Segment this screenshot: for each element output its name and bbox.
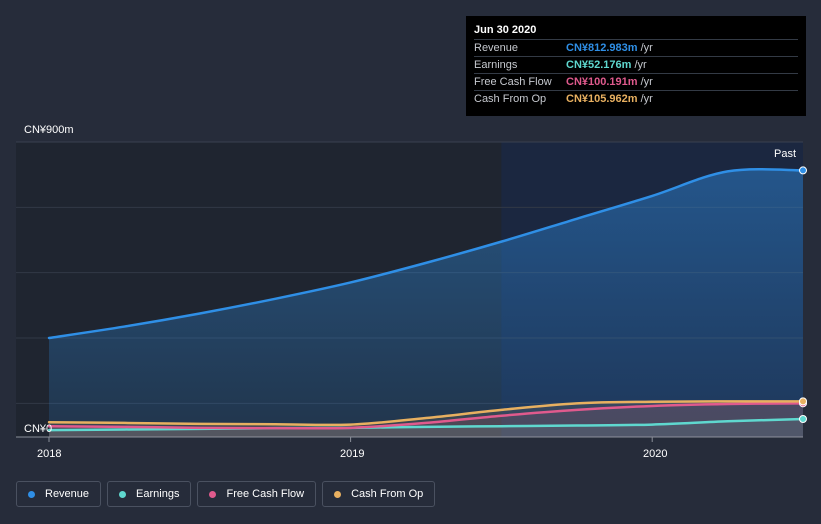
tooltip-value: CN¥812.983m (566, 42, 638, 54)
x-tick-2019: 2019 (340, 448, 365, 460)
legend-item-revenue[interactable]: Revenue (16, 481, 102, 507)
tooltip-row-cash-from-op: Cash From Op CN¥105.962m /yr (474, 90, 798, 107)
tooltip-label: Cash From Op (474, 93, 547, 105)
legend-label: Earnings (136, 488, 180, 500)
free-cash-flow-line (47, 402, 805, 430)
y-axis-min-label: CN¥0 (24, 423, 53, 435)
free-cash-flow-dot-icon (209, 490, 217, 498)
tooltip-label: Revenue (474, 42, 519, 54)
legend-label: Revenue (45, 488, 90, 500)
legend-label: Cash From Op (351, 488, 424, 500)
tooltip-value: CN¥52.176m (566, 59, 632, 71)
revenue-area (49, 169, 803, 437)
tooltip-label: Earnings (474, 59, 518, 71)
tooltip: Jun 30 2020 Revenue CN¥812.983m /yr Earn… (466, 16, 806, 116)
revenue-end-point (799, 166, 807, 175)
tooltip-value: CN¥105.962m (566, 93, 638, 105)
x-tick-2018: 2018 (37, 448, 62, 460)
tooltip-unit: /yr (640, 42, 653, 54)
tooltip-unit: /yr (640, 76, 653, 88)
legend-item-free-cash-flow[interactable]: Free Cash Flow (197, 481, 317, 507)
legend-label: Free Cash Flow (226, 488, 305, 500)
earnings-line (47, 417, 805, 432)
earnings-end-point (799, 415, 807, 424)
tooltip-unit: /yr (640, 93, 653, 105)
tooltip-row-earnings: Earnings CN¥52.176m /yr (474, 56, 798, 73)
past-label: Past (774, 148, 797, 160)
tooltip-row-free-cash-flow: Free Cash Flow CN¥100.191m /yr (474, 73, 798, 90)
legend-item-earnings[interactable]: Earnings (107, 481, 192, 507)
legend: Revenue Earnings Free Cash Flow Cash Fro… (16, 481, 436, 507)
revenue-dot-icon (28, 490, 35, 498)
tooltip-date: Jun 30 2020 (474, 24, 537, 36)
cash-from-op-end-point (799, 397, 807, 406)
revenue-line (47, 168, 805, 340)
tooltip-label: Free Cash Flow (474, 76, 552, 88)
earnings-dot-icon (119, 490, 127, 498)
cash-from-op-dot-icon (334, 490, 342, 498)
y-axis-max-label: CN¥900m (24, 124, 74, 136)
tooltip-row-revenue: Revenue CN¥812.983m /yr (474, 39, 798, 56)
legend-item-cash-from-op[interactable]: Cash From Op (322, 481, 436, 507)
tooltip-unit: /yr (634, 59, 647, 71)
x-tick-2020: 2020 (643, 448, 668, 460)
cash-from-op-line (47, 400, 805, 427)
tooltip-value: CN¥100.191m (566, 76, 638, 88)
